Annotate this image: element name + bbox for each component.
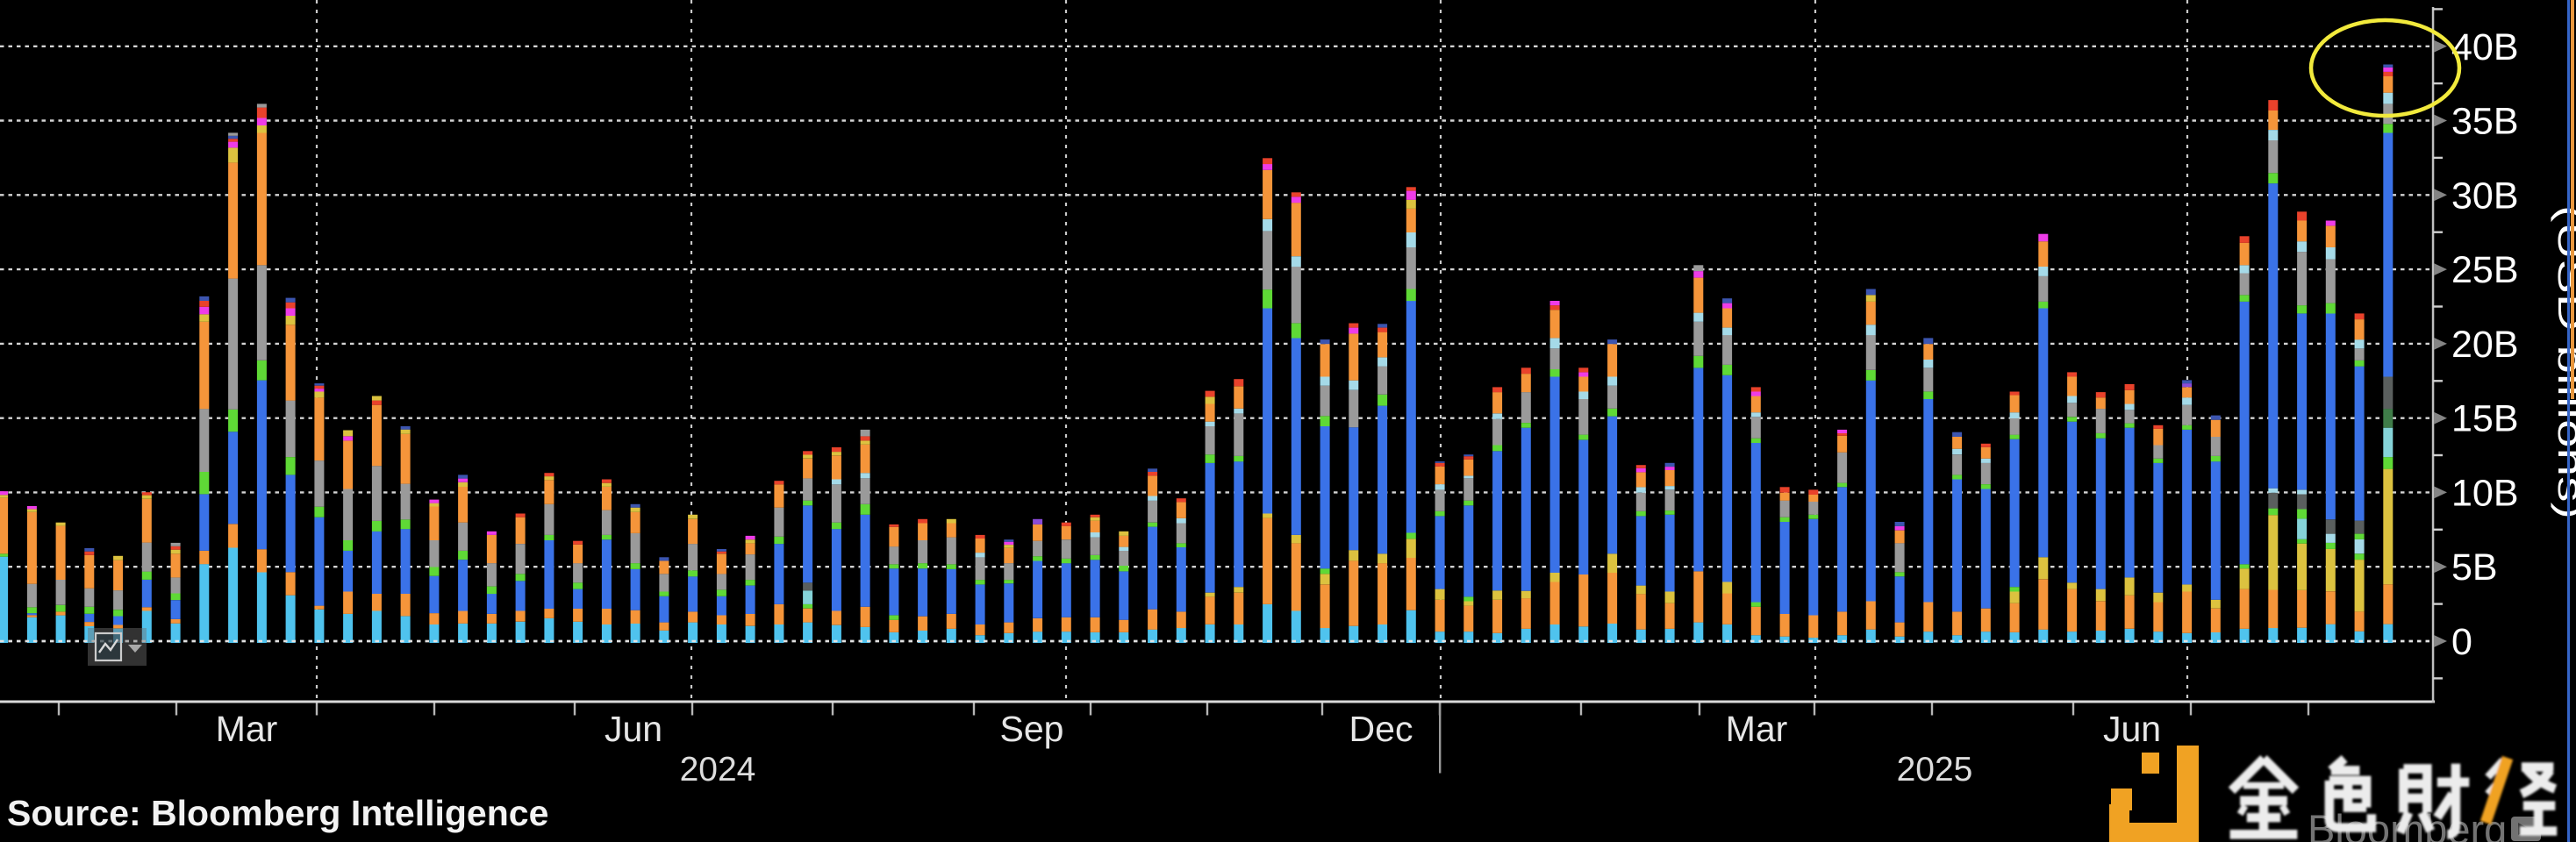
- svg-text:15B: 15B: [2451, 398, 2519, 440]
- svg-text:25B: 25B: [2451, 249, 2519, 291]
- svg-text:30B: 30B: [2451, 175, 2519, 217]
- svg-text:2025: 2025: [1897, 751, 1973, 788]
- svg-text:Source: Bloomberg Intelligence: Source: Bloomberg Intelligence: [7, 793, 548, 833]
- svg-text:40B: 40B: [2451, 26, 2519, 68]
- svg-text:Mar: Mar: [216, 709, 278, 749]
- svg-text:20B: 20B: [2451, 324, 2519, 366]
- svg-text:Jun: Jun: [2103, 709, 2161, 749]
- svg-text:35B: 35B: [2451, 101, 2519, 143]
- svg-text:2024: 2024: [680, 751, 756, 788]
- svg-text:5B: 5B: [2451, 546, 2498, 589]
- svg-text:Jun: Jun: [605, 709, 662, 749]
- svg-text:Dec: Dec: [1349, 709, 1413, 749]
- svg-text:0: 0: [2451, 621, 2472, 663]
- svg-text:Mar: Mar: [1726, 709, 1788, 749]
- svg-text:10B: 10B: [2451, 472, 2519, 514]
- svg-text:Sep: Sep: [1000, 709, 1064, 749]
